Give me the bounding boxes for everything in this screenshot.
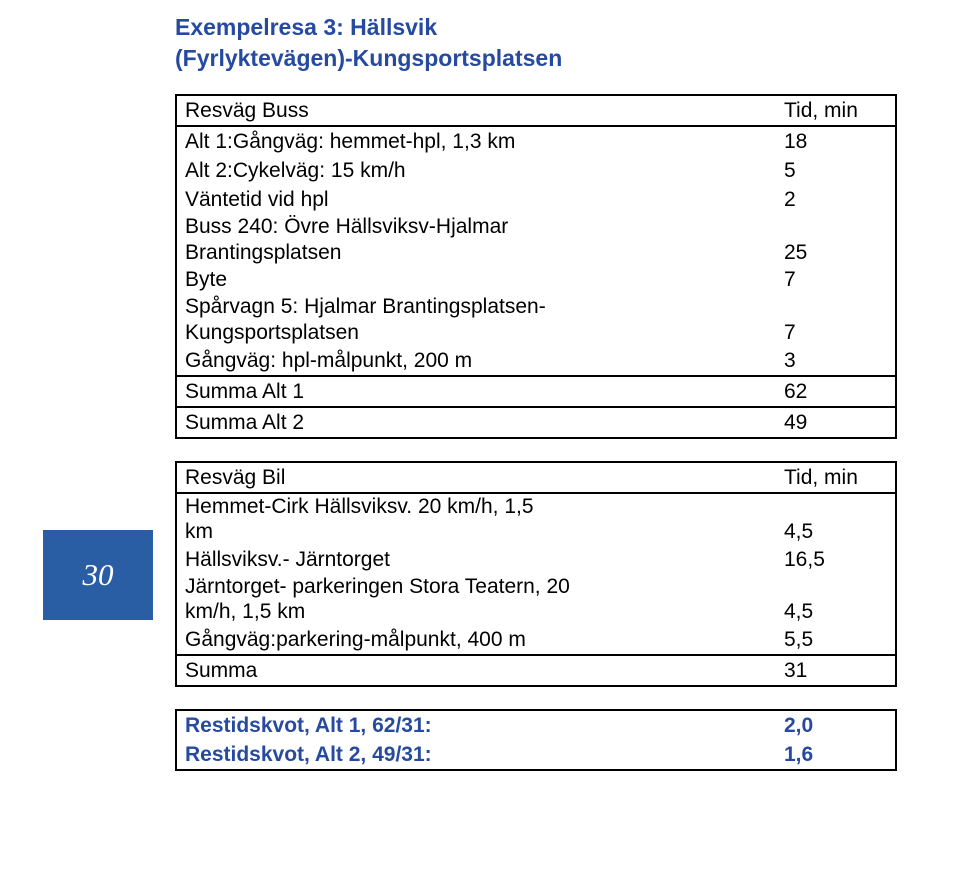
cell-label: Brantingsplatsen <box>176 240 776 266</box>
cell-label: Gångväg:parkering-målpunkt, 400 m <box>176 625 776 655</box>
cell-label: km/h, 1,5 km <box>176 599 776 625</box>
ratio-table: Restidskvot, Alt 1, 62/31: 2,0 Restidskv… <box>175 709 897 771</box>
page-number-badge: 30 <box>43 530 153 620</box>
cell-value: 49 <box>776 407 896 438</box>
cell-value: 7 <box>776 265 896 294</box>
table-row: Kungsportsplatsen 7 <box>176 320 896 346</box>
cell-value: 2 <box>776 185 896 214</box>
ratio-value: 1,6 <box>776 740 896 770</box>
table-row: Järntorget- parkeringen Stora Teatern, 2… <box>176 574 896 600</box>
cell-value <box>776 574 896 600</box>
table-row: Gångväg: hpl-målpunkt, 200 m 3 <box>176 346 896 376</box>
cell-label: Spårvagn 5: Hjalmar Brantingsplatsen- <box>176 294 776 320</box>
ratio-value: 2,0 <box>776 710 896 740</box>
cell-value: 5,5 <box>776 625 896 655</box>
cell-label: Väntetid vid hpl <box>176 185 776 214</box>
cell-label: Byte <box>176 265 776 294</box>
table-row: km/h, 1,5 km 4,5 <box>176 599 896 625</box>
table-row: Alt 2:Cykelväg: 15 km/h 5 <box>176 156 896 185</box>
cell-label: Buss 240: Övre Hällsviksv-Hjalmar <box>176 214 776 240</box>
ratio-label: Restidskvot, Alt 1, 62/31: <box>176 710 776 740</box>
table-header-row: Resväg Bil Tid, min <box>176 462 896 493</box>
cell-label: Alt 2:Cykelväg: 15 km/h <box>176 156 776 185</box>
cell-value: 5 <box>776 156 896 185</box>
document-title: Exempelresa 3: Hällsvik (Fyrlyktevägen)-… <box>175 12 895 74</box>
page-number: 30 <box>83 557 114 593</box>
cell-value <box>776 294 896 320</box>
cell-label: Alt 1:Gångväg: hemmet-hpl, 1,3 km <box>176 126 776 156</box>
bus-route-table: Resväg Buss Tid, min Alt 1:Gångväg: hemm… <box>175 94 897 438</box>
title-line-1: Exempelresa 3: Hällsvik <box>175 12 895 43</box>
cell-label: Summa <box>176 655 776 686</box>
cell-label: Kungsportsplatsen <box>176 320 776 346</box>
ratio-label: Restidskvot, Alt 2, 49/31: <box>176 740 776 770</box>
car-route-table: Resväg Bil Tid, min Hemmet-Cirk Hällsvik… <box>175 461 897 687</box>
title-line-2: (Fyrlyktevägen)-Kungsportsplatsen <box>175 43 895 74</box>
cell-value: 31 <box>776 655 896 686</box>
cell-value <box>776 493 896 520</box>
bus-header-value: Tid, min <box>776 95 896 126</box>
table-row: Restidskvot, Alt 2, 49/31: 1,6 <box>176 740 896 770</box>
table-row: Spårvagn 5: Hjalmar Brantingsplatsen- <box>176 294 896 320</box>
cell-label: Hemmet-Cirk Hällsviksv. 20 km/h, 1,5 <box>176 493 776 520</box>
cell-value <box>776 214 896 240</box>
table-row: km 4,5 <box>176 519 896 545</box>
car-header-label: Resväg Bil <box>176 462 776 493</box>
table-row: Byte 7 <box>176 265 896 294</box>
cell-value: 18 <box>776 126 896 156</box>
cell-value: 4,5 <box>776 599 896 625</box>
table-total-row: Summa 31 <box>176 655 896 686</box>
table-row: Gångväg:parkering-målpunkt, 400 m 5,5 <box>176 625 896 655</box>
table-row: Hemmet-Cirk Hällsviksv. 20 km/h, 1,5 <box>176 493 896 520</box>
document-content: Exempelresa 3: Hällsvik (Fyrlyktevägen)-… <box>175 12 895 771</box>
cell-value: 25 <box>776 240 896 266</box>
cell-label: Hällsviksv.- Järntorget <box>176 545 776 574</box>
table-total-row: Summa Alt 1 62 <box>176 376 896 407</box>
cell-value: 7 <box>776 320 896 346</box>
cell-label: Summa Alt 1 <box>176 376 776 407</box>
cell-value: 62 <box>776 376 896 407</box>
table-row: Brantingsplatsen 25 <box>176 240 896 266</box>
table-row: Väntetid vid hpl 2 <box>176 185 896 214</box>
cell-value: 16,5 <box>776 545 896 574</box>
cell-value: 3 <box>776 346 896 376</box>
cell-label: Gångväg: hpl-målpunkt, 200 m <box>176 346 776 376</box>
cell-value: 4,5 <box>776 519 896 545</box>
table-total-row: Summa Alt 2 49 <box>176 407 896 438</box>
table-row: Hällsviksv.- Järntorget 16,5 <box>176 545 896 574</box>
bus-header-label: Resväg Buss <box>176 95 776 126</box>
table-row: Buss 240: Övre Hällsviksv-Hjalmar <box>176 214 896 240</box>
table-row: Alt 1:Gångväg: hemmet-hpl, 1,3 km 18 <box>176 126 896 156</box>
cell-label: Järntorget- parkeringen Stora Teatern, 2… <box>176 574 776 600</box>
table-row: Restidskvot, Alt 1, 62/31: 2,0 <box>176 710 896 740</box>
table-header-row: Resväg Buss Tid, min <box>176 95 896 126</box>
car-header-value: Tid, min <box>776 462 896 493</box>
cell-label: km <box>176 519 776 545</box>
cell-label: Summa Alt 2 <box>176 407 776 438</box>
